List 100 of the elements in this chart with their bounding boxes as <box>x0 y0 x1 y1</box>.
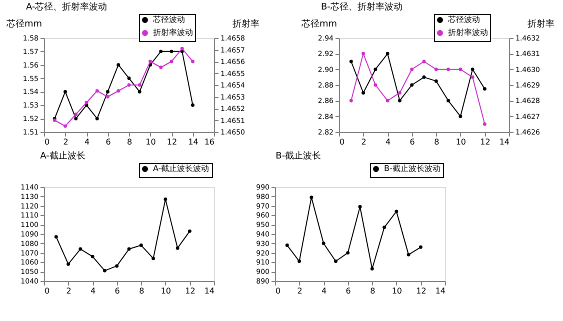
point <box>152 256 156 260</box>
x-tick-label: 4 <box>84 138 90 146</box>
x-tick-label: 8 <box>370 286 376 296</box>
x-tick-label: 6 <box>346 286 351 296</box>
legend-label: 芯径波动 <box>152 15 185 24</box>
y-axis-title: 芯径mm <box>6 18 42 30</box>
point <box>298 260 302 263</box>
x-tick-label: 6 <box>114 286 120 296</box>
point <box>148 60 152 64</box>
point <box>74 116 78 120</box>
point <box>102 268 106 272</box>
point <box>386 52 390 56</box>
x-tick-label: 12 <box>185 286 196 296</box>
x-tick-label: 10 <box>160 286 172 296</box>
x-tick-label: 4 <box>90 286 96 296</box>
point <box>84 100 88 104</box>
point <box>398 91 402 95</box>
point <box>418 245 422 249</box>
point <box>458 114 462 118</box>
legend-label: A-截止波长波动 <box>153 164 210 173</box>
y-axis-title: 芯径mm <box>300 18 338 30</box>
point <box>64 90 67 94</box>
point <box>370 267 374 271</box>
legend-label: 折射率波动 <box>448 28 488 37</box>
x-tick-label: 12 <box>416 286 426 296</box>
point <box>374 68 378 72</box>
x-tick-label: 6 <box>106 138 111 146</box>
x-tick-label: 0 <box>44 138 50 146</box>
point <box>482 122 486 126</box>
point <box>422 75 426 79</box>
point <box>322 242 326 246</box>
point <box>95 116 99 120</box>
point <box>191 60 194 64</box>
point <box>115 264 119 268</box>
point <box>106 90 110 94</box>
legend-label: 芯径波动 <box>447 15 480 24</box>
point <box>410 83 414 87</box>
x-tick-label: 16 <box>204 138 214 146</box>
legend-label: 折射率波动 <box>153 28 193 37</box>
point <box>362 91 366 95</box>
chart-title: B-截止波长 <box>276 150 322 162</box>
x-tick-label: 14 <box>204 286 214 296</box>
x-tick-label: 12 <box>166 138 178 146</box>
point <box>74 112 78 116</box>
point <box>422 60 426 64</box>
point <box>106 95 110 98</box>
point <box>382 226 386 230</box>
point <box>54 235 58 239</box>
point <box>482 87 486 91</box>
chart-title: A-截止波长 <box>40 150 86 162</box>
point <box>398 98 402 102</box>
point <box>66 262 70 266</box>
x-tick-label: 2 <box>63 138 68 146</box>
point <box>95 89 99 93</box>
y2-axis-title: 折射率 <box>528 18 554 30</box>
point <box>446 98 450 102</box>
x-tick-label: 2 <box>297 286 302 296</box>
point <box>349 60 353 64</box>
point <box>64 124 67 128</box>
x-tick-label: 0 <box>44 286 50 296</box>
point <box>90 254 94 258</box>
point <box>127 76 131 80</box>
legend-label: B-截止波长波动 <box>384 164 440 173</box>
point <box>170 50 174 54</box>
x-tick-label: 6 <box>410 138 415 146</box>
point <box>410 68 414 72</box>
point <box>164 197 168 201</box>
point <box>346 251 350 255</box>
point <box>362 52 366 56</box>
point <box>176 246 180 250</box>
point <box>434 68 438 72</box>
point <box>139 244 143 248</box>
x-tick-label: 12 <box>480 138 490 146</box>
point <box>159 50 163 54</box>
point <box>180 46 184 50</box>
x-tick-label: 2 <box>361 138 366 146</box>
x-tick-label: 4 <box>386 138 391 146</box>
x-tick-label: 0 <box>340 138 345 146</box>
point <box>446 68 450 72</box>
point <box>386 98 390 102</box>
point <box>127 83 131 87</box>
x-tick-label: 8 <box>139 286 144 296</box>
x-tick-label: 14 <box>188 138 198 146</box>
point <box>138 83 142 87</box>
point <box>358 205 362 208</box>
chart-title: B-芯径、折射率波动 <box>321 2 402 12</box>
x-tick-label: 14 <box>499 138 510 146</box>
point <box>470 75 474 79</box>
point <box>127 247 131 251</box>
x-tick-label: 14 <box>435 286 446 296</box>
point <box>458 68 462 72</box>
point <box>374 83 378 87</box>
x-tick-label: 8 <box>434 138 440 146</box>
point <box>191 103 194 107</box>
x-tick-label: 0 <box>276 286 281 296</box>
point <box>116 89 120 93</box>
point <box>116 63 120 67</box>
point <box>159 66 163 70</box>
x-tick-label: 4 <box>322 286 327 296</box>
x-tick-label: 8 <box>126 138 132 146</box>
